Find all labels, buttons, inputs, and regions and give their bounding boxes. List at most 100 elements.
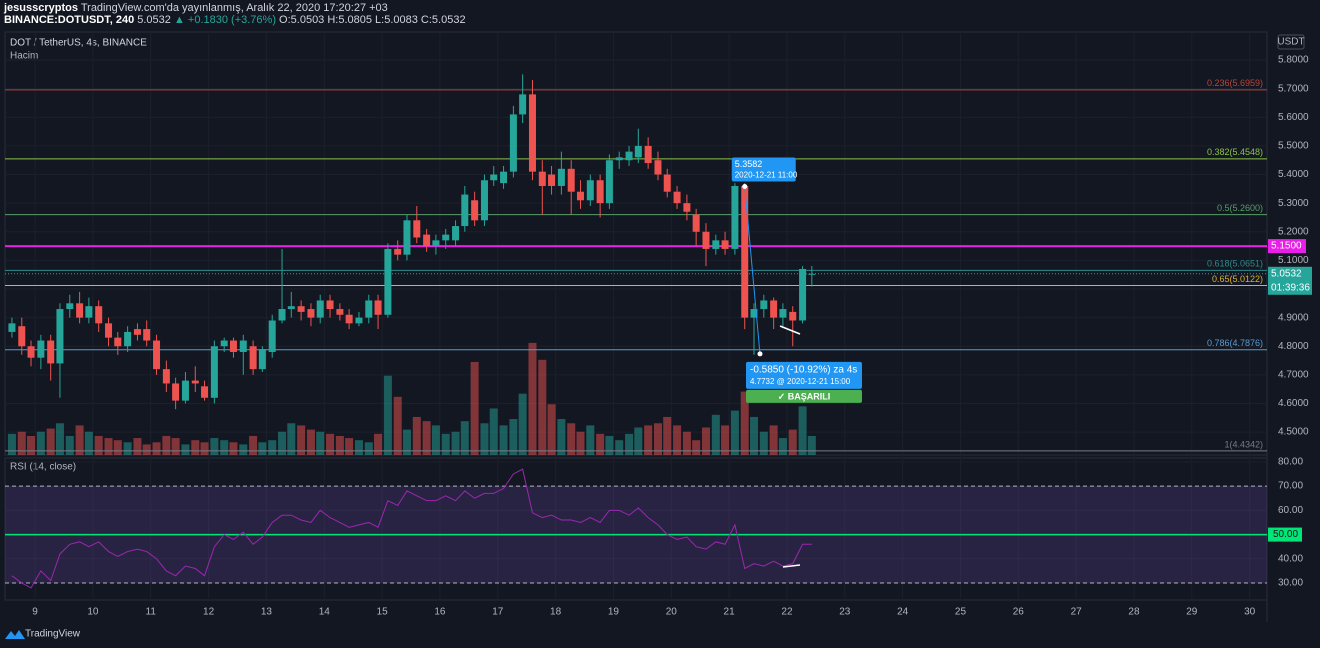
volume-bar	[653, 423, 662, 455]
candle-body	[124, 331, 132, 347]
footer-brand: TradingView	[25, 629, 81, 640]
volume-bar	[27, 435, 36, 455]
y-tick-label: 5.8000	[1278, 55, 1309, 66]
candle-body	[644, 145, 652, 164]
x-tick-label: 18	[550, 607, 562, 618]
volume-bar	[634, 427, 643, 455]
candle-body	[750, 309, 758, 318]
volume-bar	[249, 435, 258, 455]
volume-bar	[65, 435, 74, 455]
x-tick-label: 13	[261, 607, 273, 618]
volume-bar	[152, 442, 161, 455]
candle-body	[789, 311, 797, 321]
volume-bar	[778, 438, 787, 455]
x-tick-label: 17	[492, 607, 504, 618]
volume-bar	[788, 429, 797, 455]
candle-body	[278, 309, 286, 321]
volume-bar	[335, 435, 344, 455]
fib-label: 1(4.4342)	[1224, 439, 1263, 449]
candle-body	[85, 306, 93, 318]
candle-body	[114, 337, 122, 347]
volume-bar	[798, 406, 807, 455]
volume-bar	[431, 425, 440, 455]
measure-line	[744, 186, 761, 354]
trend-line	[779, 325, 801, 335]
volume-bar	[451, 431, 460, 455]
x-tick-label: 22	[781, 607, 793, 618]
volume-bar	[162, 435, 171, 455]
hline-label-bg	[1268, 239, 1306, 254]
volume-bar	[721, 425, 730, 455]
volume-bar	[239, 444, 248, 455]
volume-bar	[460, 421, 469, 455]
volume-bar	[769, 425, 778, 455]
candle-body	[519, 94, 527, 115]
candle-body	[432, 240, 440, 247]
volume-bar	[402, 429, 411, 455]
change: ▲ +0.1830 (+3.76%)	[173, 14, 276, 26]
candle-body	[162, 369, 170, 384]
candle-body	[37, 340, 45, 358]
volume-bar	[181, 444, 190, 455]
candle-body	[471, 200, 479, 221]
candle-body	[56, 309, 64, 364]
x-tick-label: 24	[897, 607, 909, 618]
candle-body	[692, 214, 700, 232]
measure-bottom-box	[745, 361, 862, 389]
last-price: 5.0532	[137, 14, 171, 26]
candle-body	[95, 306, 103, 324]
candle-body	[316, 300, 324, 318]
candle-body	[8, 323, 16, 332]
fib-label: 0.618(5.0651)	[1207, 259, 1263, 269]
y-tick-label: 80.00	[1278, 457, 1303, 468]
volume-bar	[268, 440, 277, 455]
volume-bar	[55, 423, 64, 455]
volume-bar	[75, 425, 84, 455]
rsi-title: RSI (14, close)	[10, 462, 76, 473]
volume-bar	[200, 442, 209, 455]
fib-label: 0.382(5.4548)	[1207, 147, 1263, 157]
volume-bar	[316, 431, 325, 455]
y-tick-label: 5.1000	[1278, 255, 1309, 266]
price-pane	[4, 31, 1268, 456]
volume-title: Hacim	[10, 51, 38, 62]
x-tick-label: 11	[146, 607, 157, 618]
volume-bar	[682, 431, 691, 455]
y-tick-label: 5.2000	[1278, 226, 1309, 237]
y-tick-label: 4.8000	[1278, 341, 1309, 352]
measure-top-box	[731, 157, 796, 182]
y-tick-label: 4.7000	[1278, 370, 1309, 381]
volume-bar	[36, 431, 45, 455]
candle-body	[663, 174, 671, 192]
candle-body	[799, 268, 807, 321]
fib-label: 0.786(4.7876)	[1207, 338, 1263, 348]
y-tick-label: 60.00	[1278, 505, 1303, 516]
y-tick-label: 70.00	[1278, 481, 1303, 492]
candle-body	[712, 240, 720, 249]
last-price-label: 5.0532	[1271, 268, 1302, 279]
x-tick-label: 15	[377, 607, 389, 618]
last-price-bg	[1268, 266, 1312, 295]
candle-body	[808, 273, 816, 275]
volume-bar	[807, 435, 816, 455]
candle-body	[239, 340, 247, 352]
plot-layer	[5, 32, 1267, 600]
candle-body	[18, 326, 26, 347]
volume-bar	[133, 438, 142, 455]
y-tick-label: 5.5000	[1278, 141, 1309, 152]
volume-bar	[730, 410, 739, 455]
candle-body	[779, 309, 787, 318]
volume-bar	[278, 431, 287, 455]
candle-body	[365, 300, 373, 318]
volume-bar	[104, 438, 113, 455]
candle-body	[596, 180, 604, 204]
candle-body	[500, 171, 508, 184]
volume-bar	[84, 431, 93, 455]
volume-bar	[528, 342, 537, 455]
candle-body	[654, 160, 662, 175]
volume-bar	[7, 433, 16, 455]
candle-body	[105, 323, 113, 338]
currency: USDT	[1277, 37, 1304, 48]
volume-bar	[326, 433, 335, 455]
